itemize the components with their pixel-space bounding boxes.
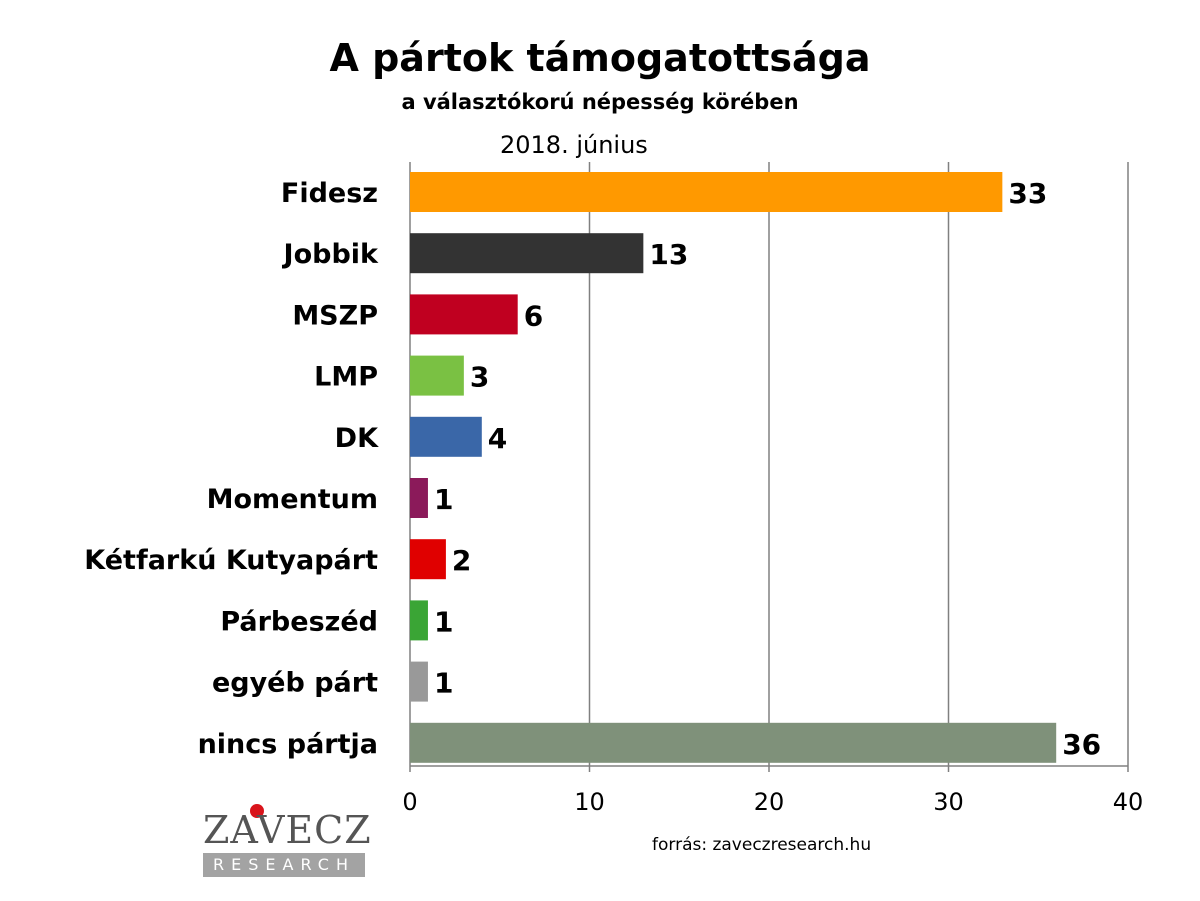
data-label: 13: [649, 238, 688, 271]
category-label: Fidesz: [281, 178, 378, 209]
source-label: forrás: zaveczresearch.hu: [652, 835, 872, 855]
x-tick-label: 20: [754, 788, 785, 816]
data-label: 1: [434, 667, 453, 700]
bar: [410, 600, 428, 641]
data-label: 1: [434, 483, 453, 516]
data-label: 1: [434, 605, 453, 638]
data-label: 33: [1008, 177, 1047, 210]
category-label: DK: [335, 423, 379, 454]
x-tick-label: 0: [402, 788, 417, 816]
x-tick-label: 30: [933, 788, 964, 816]
category-label: egyéb párt: [212, 668, 378, 699]
data-label: 2: [452, 544, 471, 577]
chart-title: A pártok támogatottsága: [329, 36, 871, 80]
data-label: 3: [470, 361, 489, 394]
chart-subtitle: a választókorú népesség körében: [401, 90, 799, 114]
data-label: 36: [1062, 728, 1101, 761]
bar: [410, 355, 464, 396]
bar: [410, 478, 428, 518]
data-label: 6: [524, 299, 543, 332]
category-label: nincs pártja: [198, 729, 378, 760]
category-label: LMP: [314, 362, 378, 393]
bar: [410, 172, 1003, 212]
category-label: Momentum: [207, 484, 378, 515]
data-label: 4: [488, 422, 507, 455]
category-label: MSZP: [292, 300, 378, 331]
category-label: Kétfarkú Kutyapárt: [84, 545, 378, 576]
logo-dot: [250, 804, 264, 818]
zavecz-logo: ZAVECZ RESEARCH: [203, 804, 371, 880]
x-tick-label: 40: [1113, 788, 1144, 816]
bar: [410, 416, 482, 457]
bar: [410, 661, 428, 702]
date-label: 2018. június: [500, 131, 648, 159]
bar: [410, 294, 518, 335]
bar: [410, 539, 446, 580]
x-tick-label: 10: [574, 788, 605, 816]
bar: [410, 722, 1057, 763]
bar: [410, 233, 644, 274]
category-label: Párbeszéd: [220, 606, 378, 637]
category-label: Jobbik: [282, 239, 380, 270]
